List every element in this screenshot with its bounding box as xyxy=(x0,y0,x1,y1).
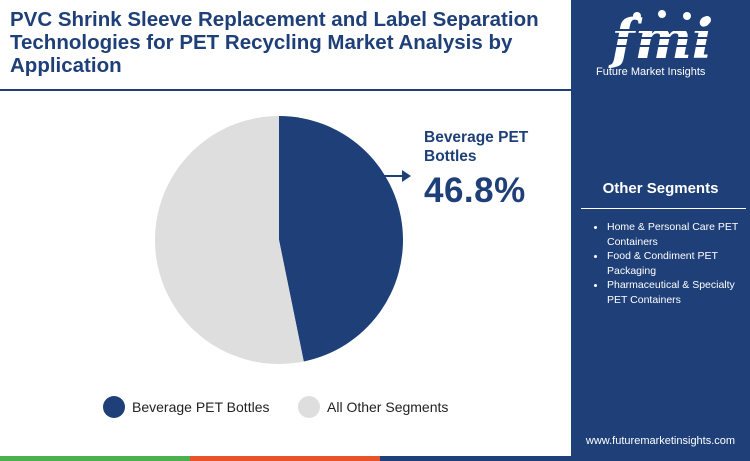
bar-segment-navy xyxy=(380,456,571,461)
callout-value: 46.8% xyxy=(424,171,526,210)
segments-divider xyxy=(581,208,746,209)
bar-segment-green xyxy=(0,456,190,461)
bar-segment-orange xyxy=(190,456,380,461)
logo-tagline: Future Market Insights xyxy=(596,66,706,78)
segment-item: Food & Condiment PET Packaging xyxy=(591,249,747,278)
legend-swatch xyxy=(298,396,320,418)
website-link[interactable]: www.futuremarketinsights.com xyxy=(585,435,736,447)
legend-label: Beverage PET Bottles xyxy=(132,399,270,415)
title-divider xyxy=(0,89,571,91)
segment-item: Pharmaceutical & Specialty PET Container… xyxy=(591,278,747,307)
bottom-color-bar xyxy=(0,456,571,461)
legend-label: All Other Segments xyxy=(327,399,449,415)
pie-slice-beverage-pet-bottles xyxy=(279,116,403,362)
pie-slice-all-other-segments xyxy=(154,115,304,364)
arrow-right-icon xyxy=(384,170,411,182)
segments-title: Other Segments xyxy=(602,180,719,197)
callout-label: Beverage PET Bottles xyxy=(424,129,529,165)
segment-item: Home & Personal Care PET Containers xyxy=(591,220,747,249)
legend-item-0: Beverage PET Bottles xyxy=(103,396,269,418)
legend-item-1: All Other Segments xyxy=(298,396,448,418)
logo-text: fmi xyxy=(608,8,713,71)
sidebar: fmi Future Market Insights Other Segment… xyxy=(571,0,750,461)
chart-title: PVC Shrink Sleeve Replacement and Label … xyxy=(10,8,539,77)
fmi-logo-icon: fmi xyxy=(607,8,717,71)
segments-list: Home & Personal Care PET Containers Food… xyxy=(591,220,747,307)
pie-chart xyxy=(154,115,411,364)
legend-swatch xyxy=(103,396,125,418)
